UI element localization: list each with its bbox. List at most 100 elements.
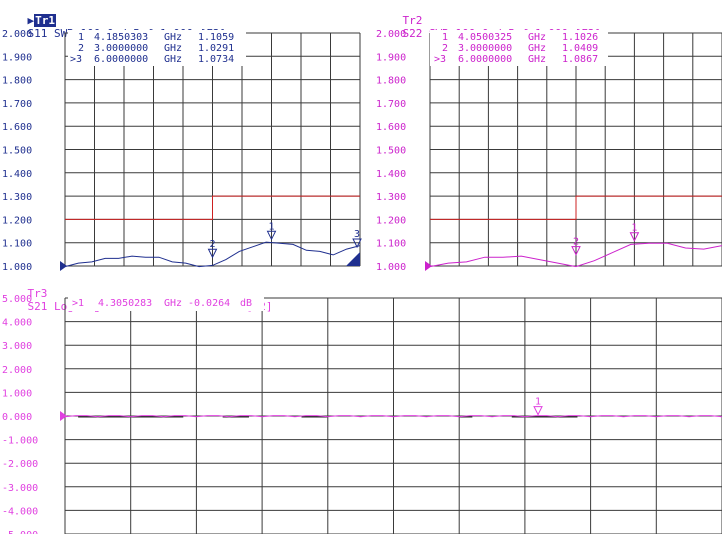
trace1-scale-corner-icon <box>346 252 360 266</box>
trace3-y-axis: 5.000 4.000 3.000 2.000 1.000 0.000 -1.000 -2.0… <box>2 294 38 534</box>
y-tick-label: 1.800 <box>2 76 32 87</box>
y-tick-label: -2.000 <box>2 459 38 470</box>
trace2-marker-table-bg <box>430 30 608 66</box>
trace1-marker-freq: 3.0000000 <box>94 43 148 54</box>
y-tick-label: 1.400 <box>376 169 406 180</box>
marker-flag-icon[interactable] <box>266 230 277 241</box>
trace2-marker-freq: 3.0000000 <box>458 43 512 54</box>
trace3-marker-table-bg <box>68 297 264 311</box>
y-tick-label: 1.000 <box>2 262 32 273</box>
trace3-marker-flags: 1 <box>533 397 543 416</box>
y-tick-label: 1.100 <box>2 239 32 250</box>
y-tick-label: 1.300 <box>2 192 32 203</box>
trace2-y-axis: 2.000 1.900 1.800 1.700 1.600 1.500 1.400 1.300… <box>376 29 406 273</box>
trace3-ref-level-icon[interactable] <box>60 411 67 421</box>
trace3-marker-value-unit: dB <box>240 298 252 309</box>
trace1-marker-freq: 6.0000000 <box>94 54 148 65</box>
trace1-marker-unit: GHz <box>164 54 182 65</box>
y-tick-label: 4.000 <box>2 318 32 329</box>
y-tick-label: -5.000 <box>2 530 38 534</box>
y-tick-label: 1.500 <box>2 146 32 157</box>
y-tick-label: -3.000 <box>2 483 38 494</box>
trace2-label[interactable]: Tr2 <box>402 14 423 27</box>
y-tick-label: 1.000 <box>2 388 32 399</box>
trace2-curve <box>429 242 722 268</box>
y-tick-label: 1.300 <box>376 192 406 203</box>
limit-segment <box>430 195 722 220</box>
trace1-marker-value: 1.0291 <box>198 43 234 54</box>
trace2-marker-value: 1.0409 <box>562 43 598 54</box>
y-tick-label: 1.600 <box>2 122 32 133</box>
trace1-marker-table: 1 4.1850303 GHz 1.1059 2 3.0000000 GHz 1… <box>68 30 246 66</box>
trace2-marker-value: 1.1026 <box>562 32 598 43</box>
marker-flag-label: 1 <box>269 221 275 232</box>
trace1-marker-num: 2 <box>78 43 84 54</box>
y-tick-label: 1.700 <box>2 99 32 110</box>
trace1-grid <box>64 32 361 267</box>
trace1-marker-freq: 4.1850303 <box>94 32 148 43</box>
trace1-marker-unit: GHz <box>164 43 182 54</box>
trace2-marker-unit: GHz <box>528 43 546 54</box>
trace1-ref-level-icon[interactable] <box>60 261 67 271</box>
trace3-grid <box>64 297 722 534</box>
y-tick-label: 1.600 <box>376 122 406 133</box>
trace1-curve <box>64 241 361 268</box>
trace2-marker-flags: 21 <box>571 223 640 256</box>
marker-flag-label: 1 <box>631 223 637 234</box>
marker-flag-icon[interactable] <box>571 246 581 256</box>
trace2-grid <box>429 32 722 267</box>
marker-flag-icon[interactable] <box>207 248 218 259</box>
trace2-marker-freq: 4.0500325 <box>458 32 512 43</box>
y-tick-label: 0.000 <box>2 412 32 423</box>
y-tick-label: 2.000 <box>376 29 406 40</box>
trace3-marker-table: >1 4.3050283 GHz -0.0264 dB <box>68 297 264 311</box>
trace1-marker-num: >3 <box>70 54 82 65</box>
y-tick-label: 1.800 <box>376 76 406 87</box>
y-tick-label: 1.900 <box>2 52 32 63</box>
y-tick-label: -4.000 <box>2 506 38 517</box>
trace1-label[interactable]: Tr1 <box>34 14 56 27</box>
y-tick-label: 1.400 <box>2 169 32 180</box>
trace1-marker-table-bg <box>68 30 246 66</box>
trace2-marker-table: 1 4.0500325 GHz 1.1026 2 3.0000000 GHz 1… <box>430 30 608 66</box>
trace1-active-arrow-icon: ▶ <box>27 14 35 27</box>
trace2-marker-freq: 6.0000000 <box>458 54 512 65</box>
y-tick-label: 2.000 <box>2 29 32 40</box>
y-tick-label: 1.900 <box>376 52 406 63</box>
marker-flag-icon[interactable] <box>629 232 640 242</box>
trace3-marker-num: >1 <box>72 298 84 309</box>
trace1-marker-num: 1 <box>78 32 84 43</box>
marker-flag-label: 2 <box>210 239 216 250</box>
trace2-marker-unit: GHz <box>528 32 546 43</box>
y-tick-label: 3.000 <box>2 341 32 352</box>
trace1-marker-value: 1.1059 <box>198 32 234 43</box>
trace2-marker-num: 1 <box>442 32 448 43</box>
y-tick-label: -1.000 <box>2 436 38 447</box>
y-tick-label: 2.000 <box>2 365 32 376</box>
trace1-marker-value: 1.0734 <box>198 54 234 65</box>
trace1-marker-unit: GHz <box>164 32 182 43</box>
marker-flag-icon[interactable] <box>533 406 543 416</box>
marker-flag-label: 1 <box>535 397 541 408</box>
trace2-ref-level-icon[interactable] <box>425 261 432 271</box>
trace3-marker-unit: GHz <box>164 298 182 309</box>
y-tick-label: 1.200 <box>2 215 32 226</box>
trace3-label[interactable]: Tr3 <box>27 287 48 300</box>
trace2-marker-num: 2 <box>442 43 448 54</box>
trace3-marker-freq: 4.3050283 <box>98 298 152 309</box>
trace3-curve <box>64 415 722 418</box>
marker-flag-icon[interactable] <box>352 238 362 249</box>
trace2-marker-unit: GHz <box>528 54 546 65</box>
trace2-marker-num: >3 <box>434 54 446 65</box>
trace1-y-axis: 2.000 1.900 1.800 1.700 1.600 1.500 1.400 1.300… <box>2 29 32 273</box>
marker-flag-label: 3 <box>354 229 360 240</box>
trace1-marker-flags: 2 1 3 <box>207 221 362 259</box>
trace2-marker-value: 1.0867 <box>562 54 598 65</box>
y-tick-label: 1.700 <box>376 99 406 110</box>
y-tick-label: 1.100 <box>376 239 406 250</box>
trace3-marker-value: -0.0264 <box>188 298 230 309</box>
limit-segment <box>65 195 360 220</box>
trace2-limit-line <box>430 195 722 220</box>
